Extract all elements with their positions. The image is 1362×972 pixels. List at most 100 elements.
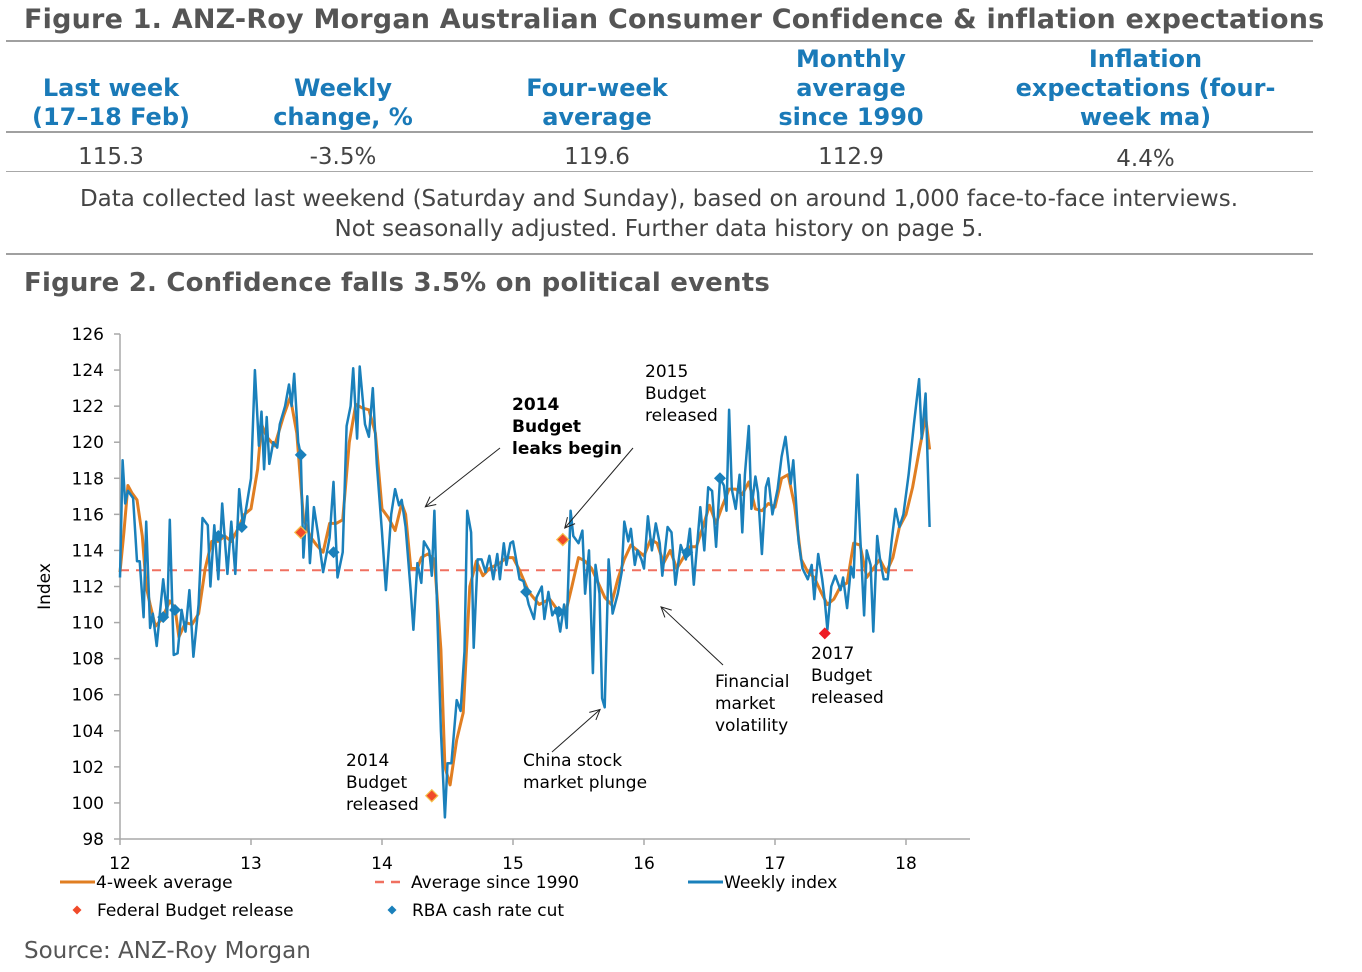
legend-label: Federal Budget release <box>97 901 294 921</box>
source-note: Source: ANZ-Roy Morgan <box>24 938 311 964</box>
rba-cut-marker <box>169 603 182 616</box>
x-tick-label: 12 <box>109 854 131 874</box>
annotation-line: 2014 <box>512 395 559 415</box>
annotation-line: released <box>811 688 884 708</box>
y-tick-label: 100 <box>72 794 104 814</box>
y-tick-label: 122 <box>72 397 104 417</box>
annotation-line: 2014 <box>346 751 389 771</box>
legend-label: 4-week average <box>96 873 233 893</box>
annotation-line: China stock <box>523 751 622 771</box>
annotation-line: Budget <box>512 417 581 437</box>
annotation-b2014: 2014 Budget released <box>346 751 419 815</box>
y-tick-label: 110 <box>72 614 104 634</box>
annotation-volatility: Financial market volatility <box>715 672 789 736</box>
value-monthly-average: 112.9 <box>818 144 884 170</box>
annotation-arrow <box>564 447 634 529</box>
data-note-line-1: Data collected last weekend (Saturday an… <box>79 186 1239 212</box>
y-tick-label: 112 <box>72 578 104 598</box>
y-tick-label: 124 <box>72 361 104 381</box>
legend-item-avg_1990: Average since 1990 <box>375 873 579 893</box>
annotation-line: 2015 <box>645 362 688 382</box>
col-header-last-week: Last week (17–18 Feb) <box>32 74 190 131</box>
annotation-line: Budget <box>811 666 872 686</box>
chart-legend: 4-week average Average since 1990 Weekly i… <box>60 873 837 921</box>
annotation-arrowhead <box>424 496 437 508</box>
annotation-arrowhead <box>564 517 576 529</box>
y-tick-label: 108 <box>72 650 104 670</box>
annotation-line: volatility <box>715 716 788 736</box>
y-tick-label: 98 <box>82 830 104 850</box>
budget-release-marker <box>293 525 308 540</box>
legend-item-four_week: 4-week average <box>60 873 233 893</box>
table-top-rule <box>6 40 1313 42</box>
y-tick-label: 118 <box>72 469 104 489</box>
annotation-b2017: 2017 Budget released <box>811 644 884 708</box>
chart-series <box>118 365 932 819</box>
x-tick-label: 15 <box>502 854 524 874</box>
rba-cut-marker <box>552 605 565 618</box>
rba-cut-marker <box>520 585 533 598</box>
annotation-line: market plunge <box>523 773 647 793</box>
annotation-line: leaks begin <box>512 439 622 459</box>
legend-item-budget: Federal Budget release <box>72 901 294 921</box>
y-tick-label: 114 <box>72 541 104 561</box>
y-tick-label: 104 <box>72 722 104 742</box>
figure1-title: Figure 1. ANZ-Roy Morgan Australian Cons… <box>24 4 1325 35</box>
rba-cut-marker <box>294 448 307 461</box>
table-header-rule <box>6 131 1313 133</box>
annotation-line: 2017 <box>811 644 854 664</box>
annotation-arrowhead <box>660 606 672 618</box>
legend-item-rba: RBA cash rate cut <box>387 901 564 921</box>
rba-cut-marker <box>157 611 170 624</box>
summary-header-row: Last week (17–18 Feb) Weekly change, % Fou… <box>6 42 1313 134</box>
x-tick-label: 18 <box>895 854 917 874</box>
annotation-line: released <box>645 406 718 426</box>
annotation-line: released <box>346 795 419 815</box>
summary-table: Last week (17–18 Feb) Weekly change, % Fou… <box>6 42 1313 176</box>
annotation-arrow <box>424 447 501 508</box>
note-bottom-rule <box>6 253 1313 255</box>
y-tick-label: 120 <box>72 433 104 453</box>
figure2-title: Figure 2. Confidence falls 3.5% on polit… <box>24 268 771 298</box>
rba-cut-marker <box>212 530 225 542</box>
rba-cut-marker <box>235 520 248 533</box>
rba-cut-marker <box>681 546 694 559</box>
x-tick-label: 17 <box>764 854 786 874</box>
annotation-arrow <box>660 606 724 666</box>
y-tick-label: 102 <box>72 758 104 778</box>
summary-value-row: 115.3 -3.5% 119.6 112.9 4.4% <box>6 134 1313 176</box>
annotation-leaks: 2014 Budget leaks begin <box>512 395 622 459</box>
annotation-line: Budget <box>645 384 706 404</box>
x-tick-label: 16 <box>633 854 655 874</box>
legend-swatch-diamond <box>387 905 397 915</box>
legend-swatch-diamond <box>72 905 82 915</box>
table-bottom-rule <box>6 171 1313 172</box>
rba-cut-marker <box>327 546 340 559</box>
budget-release-marker <box>555 532 570 547</box>
col-header-inflation-expectations: Inflation expectations (four-week ma) <box>1015 45 1276 131</box>
x-tick-label: 13 <box>240 854 262 874</box>
legend-item-weekly: Weekly index <box>688 873 837 893</box>
value-weekly-change: -3.5% <box>309 144 377 170</box>
annotation-line: Budget <box>346 773 407 793</box>
x-tick-label: 14 <box>371 854 393 874</box>
data-note: Data collected last weekend (Saturday an… <box>0 184 1318 244</box>
budget-release-marker <box>818 627 831 640</box>
confidence-chart: 98 100 102 104 106 108 110 112 114 116 118 120 122 12… <box>35 325 970 921</box>
annotation-line: market <box>715 694 776 714</box>
legend-label: RBA cash rate cut <box>412 901 564 921</box>
annotation-b2015: 2015 Budget released <box>645 362 718 426</box>
y-tick-label: 106 <box>72 686 104 706</box>
y-tick-label: 126 <box>72 325 104 345</box>
y-axis-title: Index <box>35 563 55 610</box>
value-inflation-expectations: 4.4% <box>1116 146 1175 172</box>
value-last-week: 115.3 <box>78 144 144 170</box>
annotation-china: China stock market plunge <box>523 751 647 793</box>
col-header-four-week-average: Four-week average <box>526 74 668 131</box>
legend-label: Weekly index <box>724 873 837 893</box>
legend-label: Average since 1990 <box>411 873 579 893</box>
rba-cut-marker <box>713 472 726 485</box>
annotation-line: Financial <box>715 672 789 692</box>
data-note-line-2: Not seasonally adjusted. Further data hi… <box>334 216 984 242</box>
